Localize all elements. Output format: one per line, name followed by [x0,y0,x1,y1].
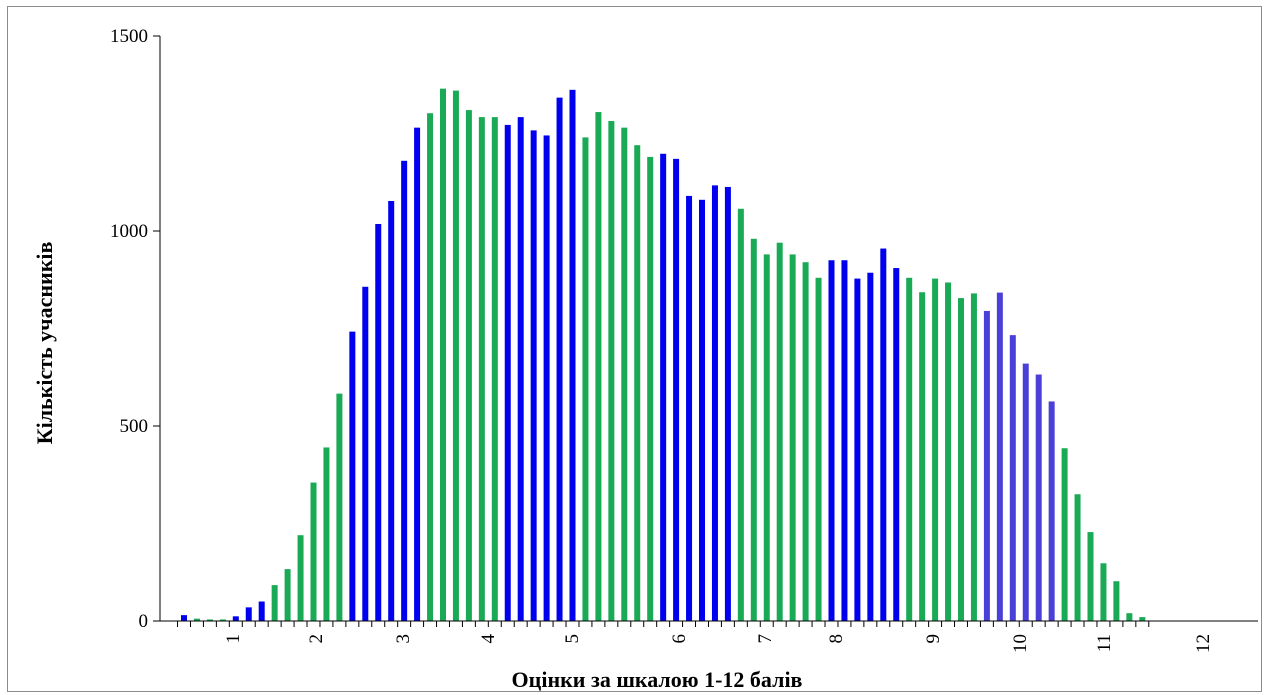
bar [1009,335,1016,621]
x-tick-label: 7 [755,634,776,644]
bar [427,113,434,621]
bar [232,616,239,621]
bar [362,286,369,621]
bar [478,117,485,622]
bar [504,124,511,622]
bar [867,272,874,621]
bars-group [181,88,1146,622]
bar [763,254,770,621]
bar [724,186,731,621]
bar [893,268,900,621]
bar [258,601,265,621]
bar [660,153,667,621]
bar [219,619,226,621]
bar [841,260,848,621]
y-tick-label: 500 [120,416,149,437]
bar [517,117,524,622]
bar [958,298,964,621]
x-tick-label: 3 [393,634,414,644]
x-axis-title: Оцінки за шкалою 1-12 балів [512,667,803,692]
bar [193,618,200,621]
bar [711,185,718,621]
x-tick-label: 4 [478,634,499,644]
y-axis-title: Кількість учасників [32,242,57,445]
x-tick-label: 1 [223,634,244,644]
bar [983,310,990,621]
bar [491,117,498,622]
bar [1022,363,1029,621]
bar [414,127,421,622]
bar [582,137,589,621]
bar [880,248,887,622]
bar [945,282,952,621]
y-tick-label: 0 [139,611,149,632]
bar [828,260,835,621]
bar [699,199,705,622]
x-tick-label: 5 [562,634,583,644]
bar [440,88,446,621]
bar [245,607,252,621]
bar [750,238,757,622]
bar [1035,374,1042,621]
bar [1100,563,1107,621]
bar [310,482,317,621]
bar [1048,401,1055,621]
bar [181,615,187,621]
bar [297,535,304,621]
bar [375,223,382,622]
bar [206,619,213,621]
y-tick-label: 1000 [110,221,148,242]
bar [854,278,861,621]
bar [401,160,408,622]
bar [349,331,356,621]
x-tick-label: 12 [1193,634,1214,653]
bar [452,90,459,622]
bar [932,278,939,621]
bar [919,292,926,621]
bar [737,208,744,621]
bar [271,585,278,621]
bar [776,242,783,621]
x-tick-label: 9 [923,634,944,644]
bar [1139,617,1146,621]
bar [815,277,822,621]
bar [1113,581,1120,621]
x-tick-label: 11 [1094,634,1115,652]
bar [634,145,641,621]
bar [284,569,291,621]
bar [1074,494,1081,621]
bar [621,127,628,622]
bar [336,393,343,621]
x-tick-label: 8 [826,634,847,644]
x-tick-label: 10 [1010,634,1031,653]
bar [673,158,680,621]
bar [906,277,913,621]
x-tick-label: 2 [306,634,327,644]
bar [465,110,472,621]
bar [556,97,563,622]
bar [789,254,796,621]
bar [996,292,1003,621]
bar [595,112,602,622]
bar [323,447,330,621]
bar [608,121,615,622]
y-ticks-group: 0 500 1000 1500 [110,26,160,632]
bar [569,89,576,621]
bar [802,262,809,621]
x-tick-label: 6 [669,634,690,644]
bar [686,195,693,621]
bar [543,135,550,621]
bar [1087,532,1094,621]
bar [1061,448,1068,621]
bar [388,200,395,621]
bar [530,130,537,621]
bar [1126,613,1133,621]
x-ticks-group: 1 2 3 4 5 6 7 8 9 10 11 12 [177,621,1214,653]
bar [970,293,977,621]
y-tick-label: 1500 [110,26,148,47]
bar [647,156,654,621]
